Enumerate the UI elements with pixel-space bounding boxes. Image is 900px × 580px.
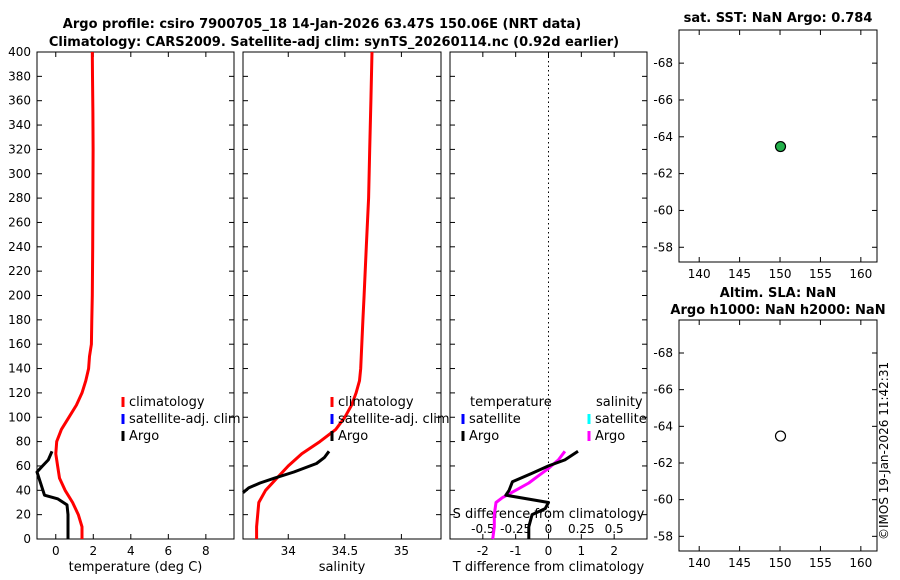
depth-ytick-label: 260 [8,215,31,229]
sla-map-ytick-label: -66 [653,383,673,397]
diff-legend-s-title: salinity [596,395,643,410]
sdiff-xtick-label: 0.5 [605,522,624,536]
depth-ytick-label: 400 [8,45,31,59]
sst-map-ytick-label: -60 [653,203,673,217]
diff-legend-s-argo-label: Argo [595,429,625,444]
salinity-xtick-label: 34.5 [331,544,358,558]
depth-ytick-label: 200 [8,289,31,303]
diff-legend-t-argo-label: Argo [469,429,499,444]
sla-map-xtick-label: 140 [688,556,711,570]
depth-ytick-label: 160 [8,337,31,351]
temperature-climatology-line [54,51,95,539]
sla-map-ytick-label: -68 [653,346,673,360]
depth-ytick-label: 240 [8,240,31,254]
title-line2: Climatology: CARS2009. Satellite-adj cli… [49,35,619,50]
depth-ytick-label: 220 [8,264,31,278]
sdiff-xtick-label: -0.5 [471,522,494,536]
sla-map-ytick-label: -62 [653,456,673,470]
tdiff-xtick-label: -2 [477,544,489,558]
tdiff-xtick-label: 2 [610,544,618,558]
diff-legend-t-satellite-label: satellite [469,412,521,427]
sdiff-xtick-label: -0.25 [500,522,531,536]
tdiff-xlabel: T difference from climatology [452,560,645,575]
depth-ytick-label: 280 [8,191,31,205]
temperature-legend-argo-label: Argo [129,429,159,444]
depth-ytick-label: 80 [16,435,31,449]
salinity-xtick-label: 35 [394,544,409,558]
depth-ytick-label: 120 [8,386,31,400]
sla-map-xtick-label: 145 [728,556,751,570]
sla-title-1: Altim. SLA: NaN [720,286,836,301]
depth-ytick-label: 20 [16,508,31,522]
temperature-xtick-label: 4 [127,544,135,558]
sla-map-xtick-label: 160 [849,556,872,570]
sla-map-ytick-label: -60 [653,493,673,507]
temperature-xtick-label: 8 [202,544,210,558]
diff-legend-s-satellite-label: satellite [595,412,647,427]
sla-map-xtick-label: 150 [769,556,792,570]
sst-map-xtick-label: 150 [769,267,792,281]
depth-ytick-label: 180 [8,313,31,327]
tdiff-xtick-label: 0 [545,544,553,558]
sst-map-xtick-label: 155 [809,267,832,281]
salinity-xlabel: salinity [319,560,366,575]
diff-legend-t-title: temperature [470,395,552,410]
sla-map-ytick-label: -58 [653,529,673,543]
temperature-argo-line [35,450,70,539]
depth-ytick-label: 140 [8,362,31,376]
depth-ytick-label: 320 [8,142,31,156]
salinity-legend-satellite-label: satellite-adj. clim [338,412,450,427]
sst-map-ytick-label: -58 [653,240,673,254]
depth-ytick-label: 100 [8,410,31,424]
sst-map-ytick-label: -64 [653,130,673,144]
sdiff-xlabel: S difference from climatology [453,507,645,522]
sst-map-ytick-label: -68 [653,56,673,70]
depth-ytick-label: 340 [8,118,31,132]
title-line1: Argo profile: csiro 7900705_18 14-Jan-20… [63,17,581,32]
sst-map-marker [774,140,787,153]
depth-ytick-label: 40 [16,483,31,497]
sla-map-ytick-label: -64 [653,419,673,433]
depth-ytick-label: 60 [16,459,31,473]
sla-map-xtick-label: 155 [809,556,832,570]
depth-ytick-label: 0 [23,532,31,546]
temperature-xtick-label: 2 [89,544,97,558]
tdiff-xtick-label: 1 [578,544,586,558]
sdiff-xtick-label: 0 [545,522,553,536]
tdiff-xtick-label: -1 [510,544,522,558]
temperature-legend-climatology-label: climatology [129,395,205,410]
salinity-legend-climatology-label: climatology [338,395,414,410]
salinity-climatology-line [255,51,374,539]
sst-map-xtick-label: 140 [688,267,711,281]
sst-map-axes [678,29,878,263]
depth-ytick-label: 300 [8,167,31,181]
sla-map-axes [678,319,878,552]
sst-map-xtick-label: 160 [849,267,872,281]
depth-ytick-label: 360 [8,94,31,108]
temperature-axes [36,51,235,540]
temperature-xlabel: temperature (deg C) [69,560,203,575]
salinity-legend-argo-label: Argo [338,429,368,444]
salinity-xtick-label: 34 [281,544,296,558]
sst-map-ytick-label: -62 [653,167,673,181]
temperature-legend-satellite-label: satellite-adj. clim [129,412,241,427]
sdiff-xtick-label: 0.25 [568,522,595,536]
sla-title-2: Argo h1000: NaN h2000: NaN [670,303,885,318]
salinity-axes [242,51,442,540]
copyright: ©IMOS 19-Jan-2026 11:42:31 [877,362,891,540]
tdiff-argo-line [504,450,579,539]
temperature-xtick-label: 0 [52,544,60,558]
depth-ytick-label: 380 [8,69,31,83]
sst-map-xtick-label: 145 [728,267,751,281]
sla-map-marker [774,430,787,442]
salinity-argo-line [242,450,331,494]
sst-title: sat. SST: NaN Argo: 0.784 [684,11,873,26]
temperature-xtick-label: 6 [165,544,173,558]
sst-map-ytick-label: -66 [653,93,673,107]
